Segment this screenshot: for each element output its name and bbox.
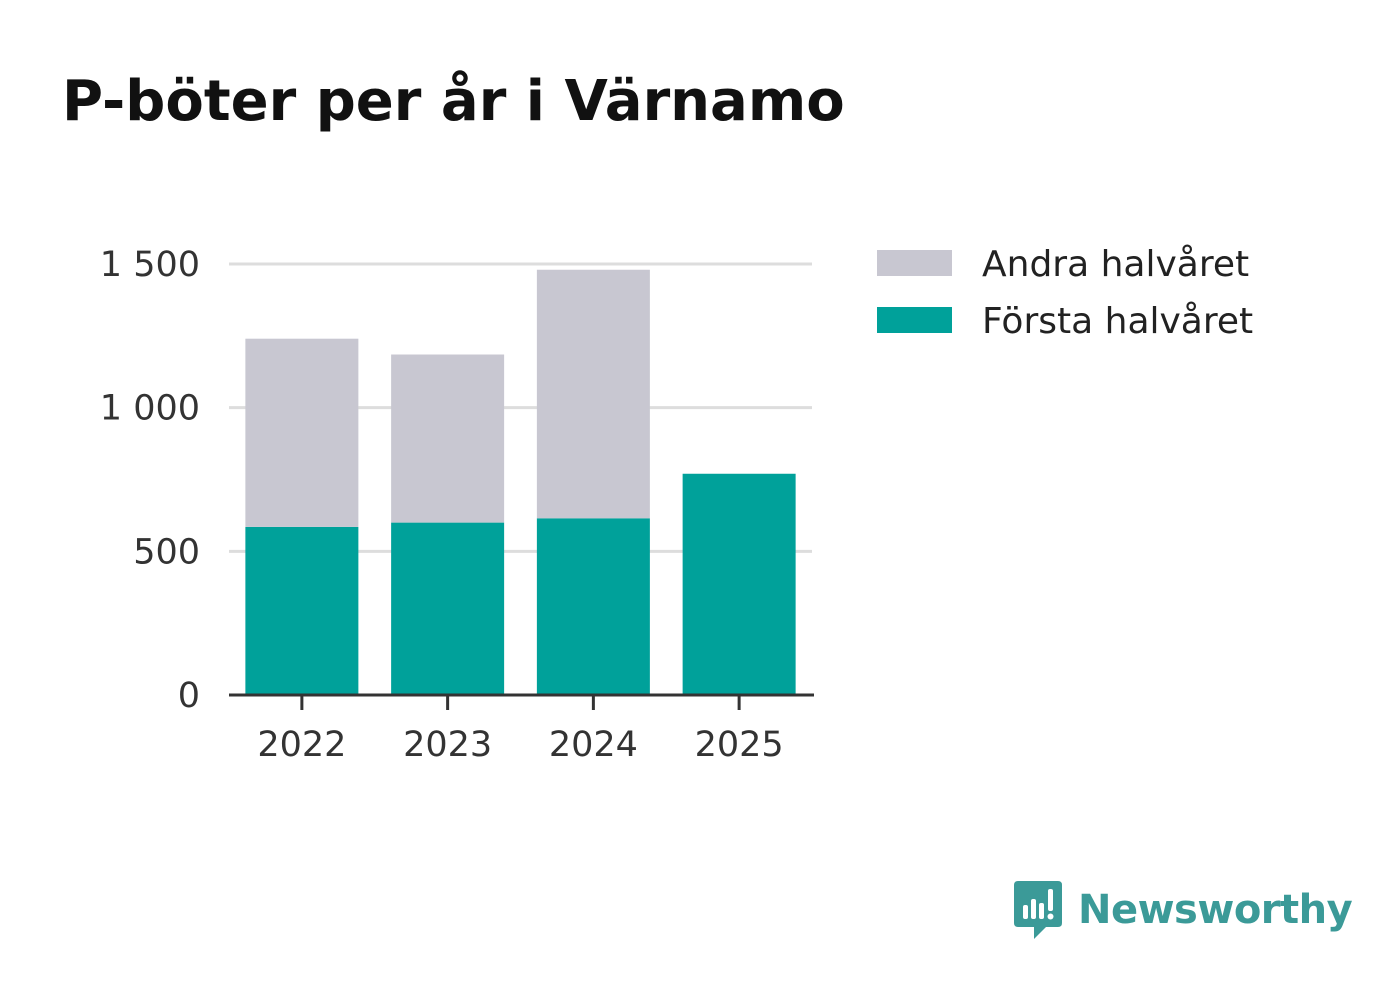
- x-tick-label: 2022: [257, 725, 346, 765]
- legend-swatch: [877, 307, 952, 333]
- bars: [245, 269, 796, 695]
- y-tick-label: 500: [133, 532, 200, 572]
- x-tick-label: 2025: [695, 725, 784, 765]
- x-tick-label: 2024: [549, 725, 638, 765]
- legend-label: Första halvåret: [982, 301, 1253, 342]
- x-axis-tick-labels: 2022 2023 2024 2025: [257, 725, 783, 765]
- page-title: P-böter per år i Värnamo: [62, 69, 845, 134]
- bar-segment: [245, 526, 359, 695]
- y-tick-label: 1 500: [100, 245, 200, 285]
- y-axis-tick-labels: 0 500 1 000 1 500: [100, 245, 200, 716]
- bar-segment: [245, 338, 359, 527]
- brand-name: Newsworthy: [1078, 887, 1353, 933]
- legend: Andra halvåret Första halvåret: [877, 244, 1253, 342]
- newsworthy-logo: Newsworthy: [1012, 878, 1353, 942]
- bar-segment: [536, 269, 650, 519]
- x-axis: [229, 693, 814, 710]
- y-tick-label: 0: [178, 676, 200, 716]
- bar-segment: [536, 518, 650, 695]
- newsworthy-logo-icon: [1014, 881, 1062, 939]
- bar-segment: [391, 354, 505, 523]
- bar-segment: [391, 522, 505, 695]
- bar-segment: [682, 473, 796, 695]
- legend-label: Andra halvåret: [982, 244, 1249, 285]
- y-tick-label: 1 000: [100, 389, 200, 429]
- x-tick-label: 2023: [403, 725, 492, 765]
- legend-swatch: [877, 250, 952, 276]
